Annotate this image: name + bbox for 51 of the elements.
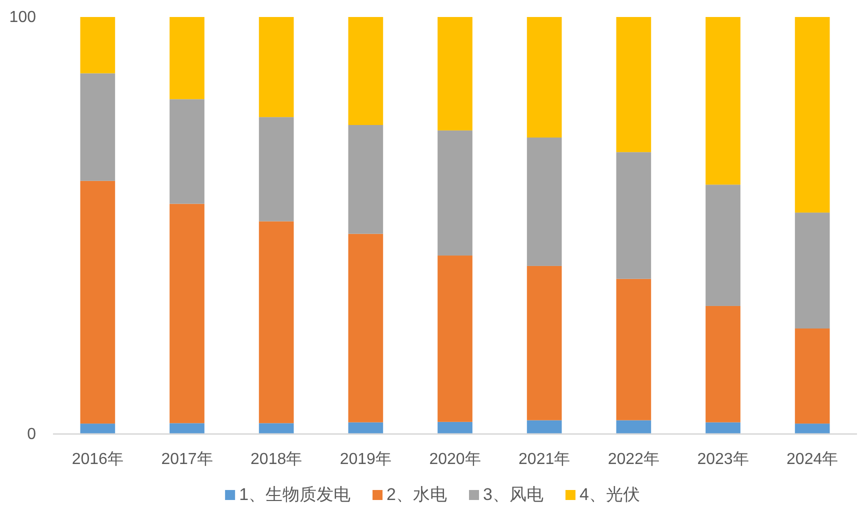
bar xyxy=(80,17,116,74)
bar xyxy=(438,17,472,130)
bar xyxy=(794,17,830,213)
x-tick-label: 2020年 xyxy=(429,451,481,468)
bar xyxy=(526,420,562,434)
bar xyxy=(706,422,740,434)
bar xyxy=(80,424,116,434)
y-tick-label: 100 xyxy=(9,9,36,26)
bar xyxy=(438,130,472,256)
bar xyxy=(438,422,472,434)
bar xyxy=(616,17,652,152)
bar xyxy=(526,17,562,138)
y-tick-label: 0 xyxy=(27,426,36,443)
bar xyxy=(258,221,294,424)
x-tick-label: 2022年 xyxy=(608,451,660,468)
x-tick-label: 2019年 xyxy=(340,451,392,468)
bar xyxy=(794,424,830,434)
bar xyxy=(794,212,830,328)
bar xyxy=(258,117,294,222)
bar xyxy=(170,99,204,204)
bar xyxy=(706,306,740,422)
bar xyxy=(348,17,384,126)
bar xyxy=(348,234,384,422)
bar xyxy=(348,125,384,234)
legend-label: 1、生物质发电 xyxy=(239,485,351,504)
bar xyxy=(616,420,652,434)
bar xyxy=(170,204,204,424)
x-tick-label: 2024年 xyxy=(786,451,838,468)
x-tick-label: 2018年 xyxy=(250,451,302,468)
bar xyxy=(170,423,204,434)
bar xyxy=(80,73,116,181)
legend-label: 3、风电 xyxy=(483,485,544,504)
legend-label: 2、水电 xyxy=(386,485,447,504)
bar xyxy=(526,138,562,266)
bar xyxy=(706,17,740,185)
bar xyxy=(258,17,294,118)
bar xyxy=(526,266,562,420)
bar xyxy=(706,184,740,306)
bar xyxy=(616,152,652,279)
x-tick-label: 2021年 xyxy=(518,451,570,468)
bar xyxy=(616,278,652,420)
bar xyxy=(438,256,472,422)
bar xyxy=(170,17,204,100)
x-tick-label: 2017年 xyxy=(161,451,213,468)
x-tick-label: 2023年 xyxy=(697,451,749,468)
bar xyxy=(80,180,116,424)
bar xyxy=(258,423,294,434)
x-tick-label: 2016年 xyxy=(72,451,124,468)
bar xyxy=(348,422,384,434)
bar xyxy=(794,328,830,424)
legend-label: 4、光伏 xyxy=(579,485,640,504)
